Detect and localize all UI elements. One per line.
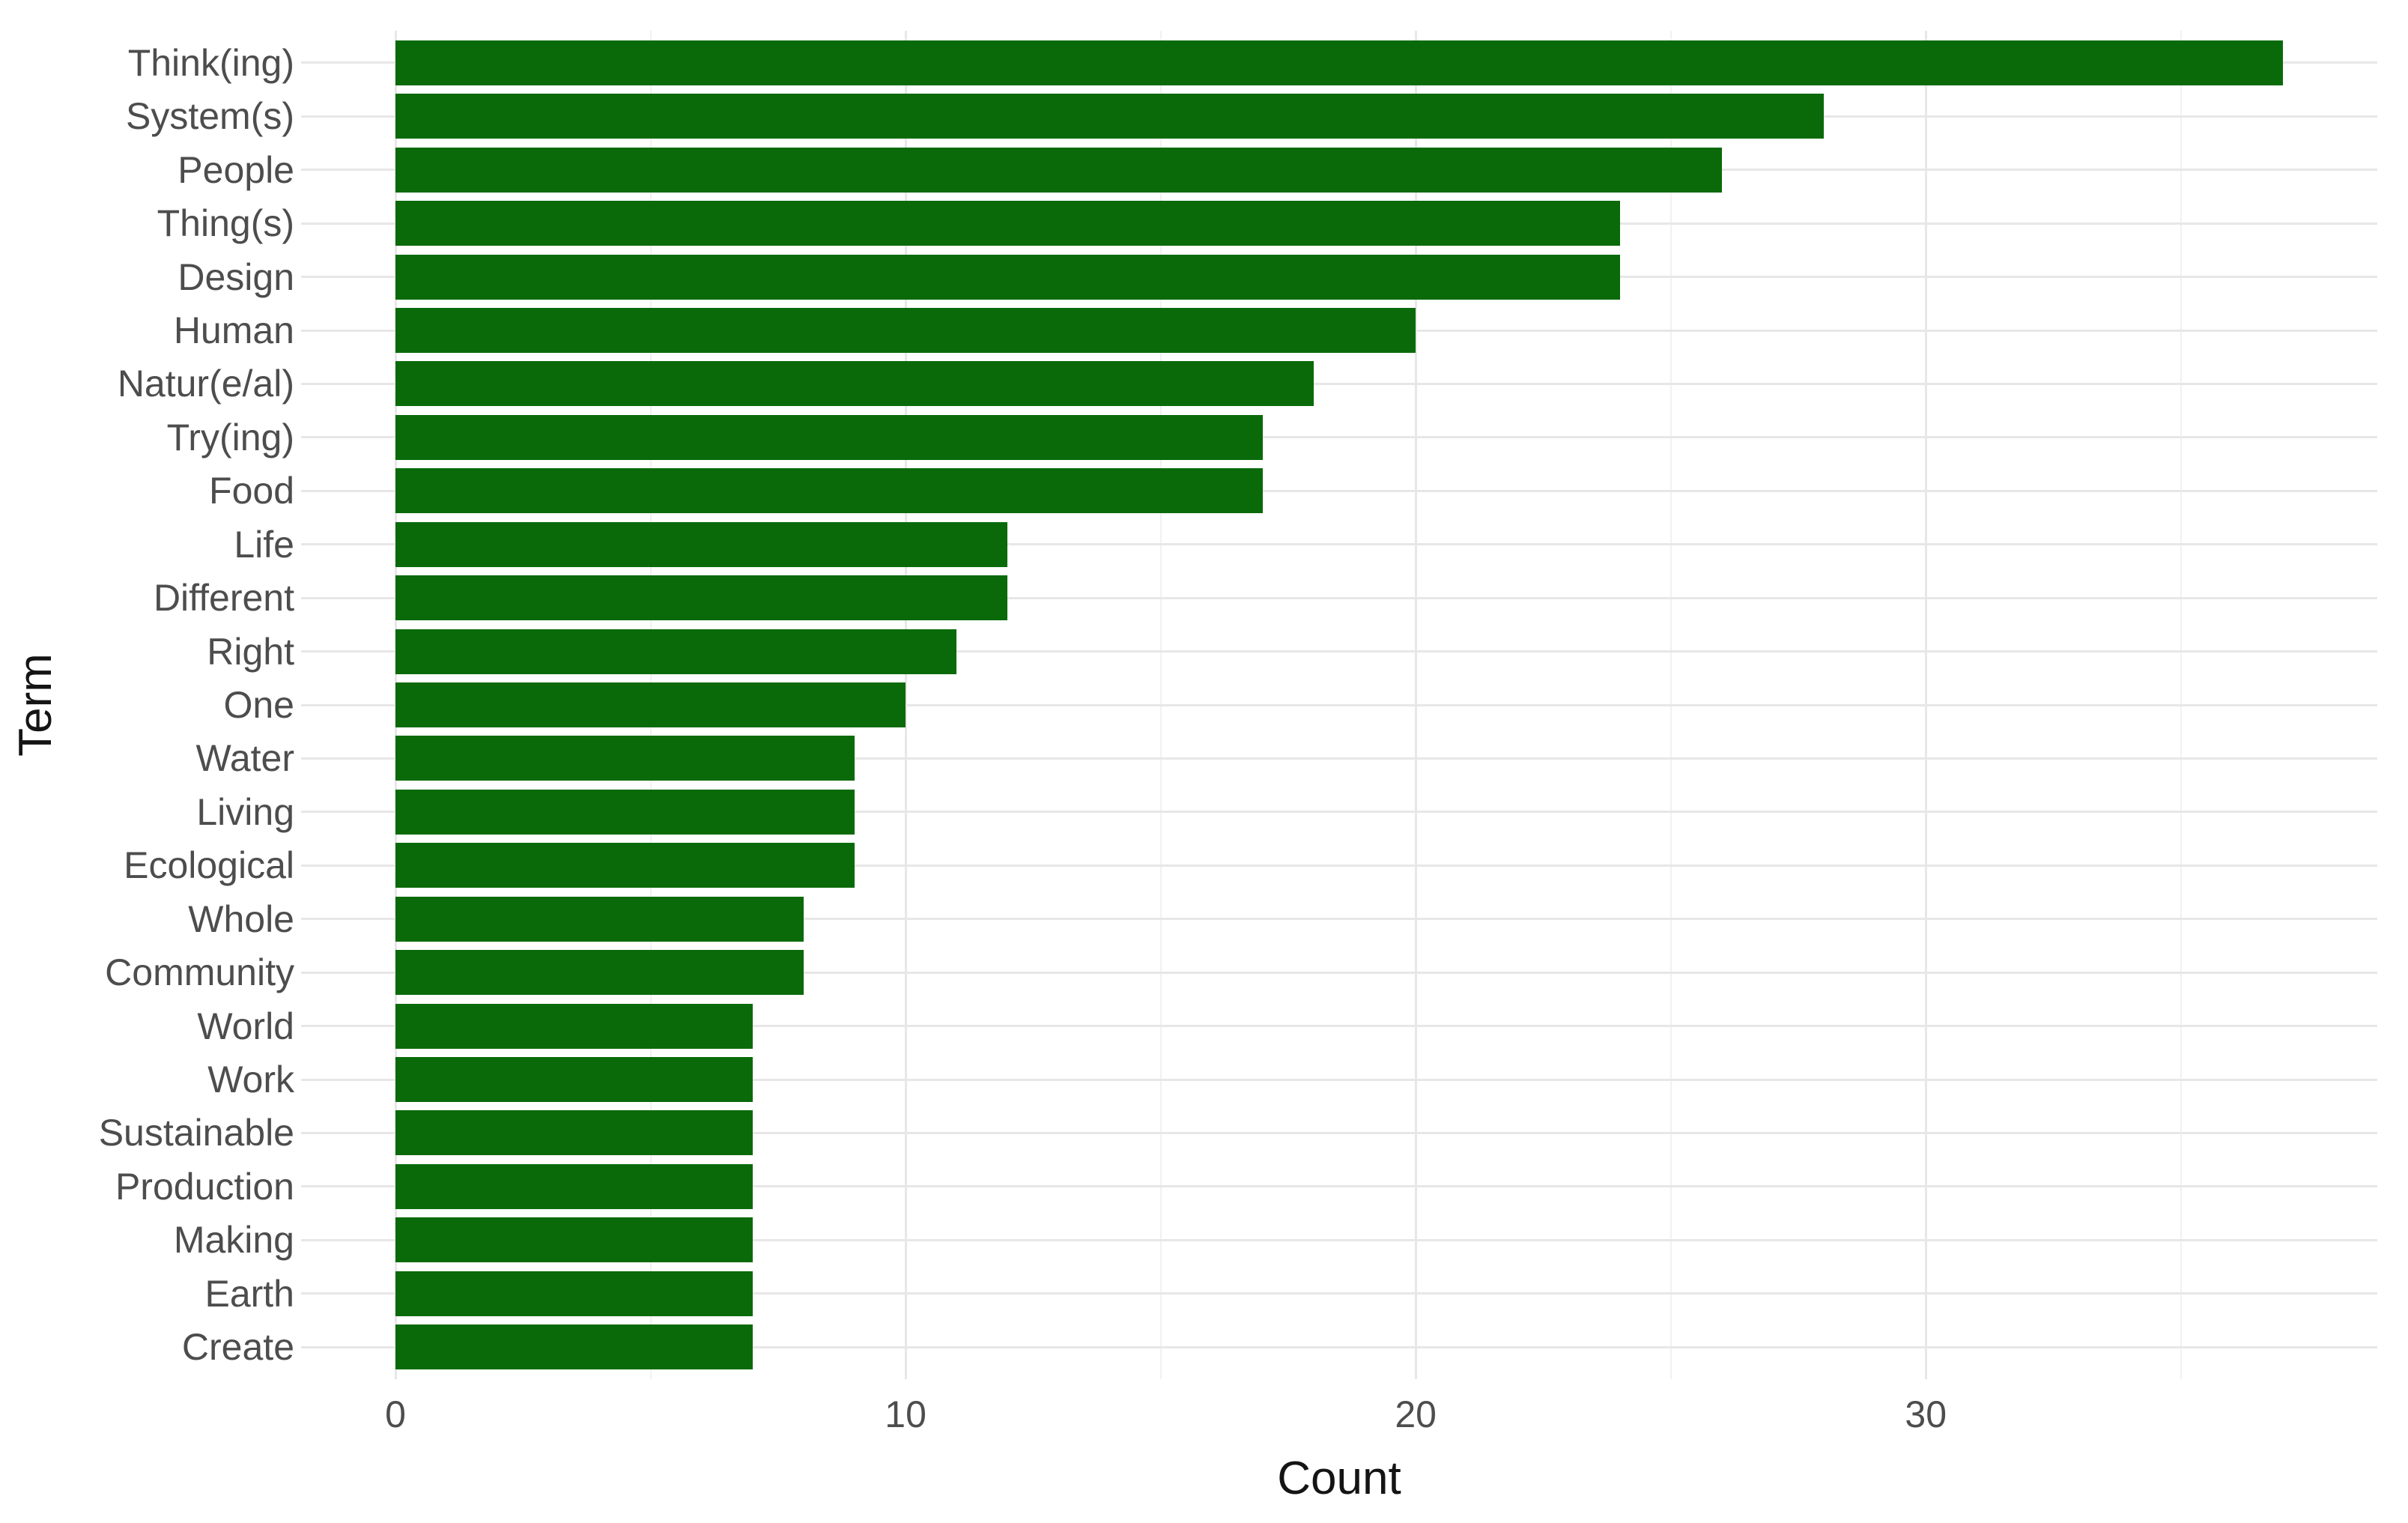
h-gridline [301, 1292, 2377, 1295]
bar [395, 40, 2283, 85]
y-axis-label: Production [115, 1165, 294, 1208]
y-axis-label: Living [196, 790, 294, 833]
y-axis-label: Thing(s) [157, 202, 294, 245]
bar [395, 468, 1263, 514]
y-axis-label: Food [209, 470, 294, 512]
h-gridline [301, 596, 2377, 599]
bar [395, 1217, 753, 1263]
h-gridline [301, 864, 2377, 867]
y-axis-label: Community [105, 951, 294, 994]
y-axis-label: Human [173, 309, 294, 351]
y-axis-label: Sustainable [98, 1112, 294, 1154]
bar [395, 736, 855, 781]
bar [395, 575, 1008, 621]
y-axis-label: Create [181, 1326, 294, 1369]
bar [395, 1324, 753, 1370]
y-axis-labels: Think(ing) System(s) People Thing(s) Design H… [0, 31, 294, 1379]
y-axis-label: Whole [188, 897, 294, 940]
bar [395, 308, 1416, 353]
bar [395, 789, 855, 835]
bar [395, 361, 1314, 407]
y-axis-label: Try(ing) [166, 416, 294, 458]
x-tick-label: 30 [1905, 1393, 1947, 1435]
y-axis-label: Design [178, 255, 294, 298]
bar [395, 201, 1620, 246]
h-gridline [301, 918, 2377, 921]
h-gridline [301, 1185, 2377, 1188]
y-axis-label: System(s) [126, 95, 294, 138]
x-tick-label: 20 [1395, 1393, 1437, 1435]
y-axis-label: Earth [204, 1272, 294, 1315]
y-axis-label: Making [173, 1219, 294, 1262]
y-axis-label: Think(ing) [127, 41, 294, 84]
bar [395, 254, 1620, 300]
bar [395, 1271, 753, 1316]
h-gridline [301, 811, 2377, 814]
y-axis-label: People [178, 148, 294, 191]
bar [395, 1110, 753, 1156]
bar [395, 414, 1263, 460]
y-axis-label: One [223, 684, 294, 726]
y-axis-label: Natur(e/al) [117, 363, 294, 405]
h-gridline [301, 971, 2377, 974]
h-gridline [301, 543, 2377, 546]
y-axis-label: Work [207, 1059, 294, 1100]
y-axis-label: Ecological [124, 844, 294, 887]
bar [395, 94, 1825, 139]
h-gridline [301, 703, 2377, 706]
h-gridline [301, 382, 2377, 385]
bar [395, 1057, 753, 1102]
h-gridline [301, 489, 2377, 492]
h-gridline [301, 650, 2377, 653]
bar [395, 950, 804, 996]
h-gridline [301, 1345, 2377, 1348]
bar [395, 1163, 753, 1209]
y-axis-label: Right [207, 630, 294, 673]
bar [395, 147, 1722, 193]
x-tick-label: 0 [385, 1393, 406, 1435]
y-axis-label: World [197, 1005, 294, 1047]
bar [395, 896, 804, 942]
y-axis-label: Different [153, 577, 294, 620]
h-gridline [301, 1025, 2377, 1028]
x-axis-title: Count [1277, 1453, 1401, 1504]
bar [395, 1003, 753, 1049]
h-gridline [301, 1078, 2377, 1081]
x-tick-label: 10 [885, 1393, 926, 1435]
h-gridline [301, 1238, 2377, 1241]
bar [395, 843, 855, 888]
h-gridline [301, 1131, 2377, 1134]
bar [395, 521, 1008, 567]
h-gridline [301, 436, 2377, 439]
plot-panel [301, 31, 2377, 1379]
y-axis-label: Life [234, 523, 294, 566]
bar [395, 629, 957, 674]
h-gridline [301, 757, 2377, 760]
bar [395, 682, 906, 727]
y-axis-label: Water [195, 737, 295, 780]
